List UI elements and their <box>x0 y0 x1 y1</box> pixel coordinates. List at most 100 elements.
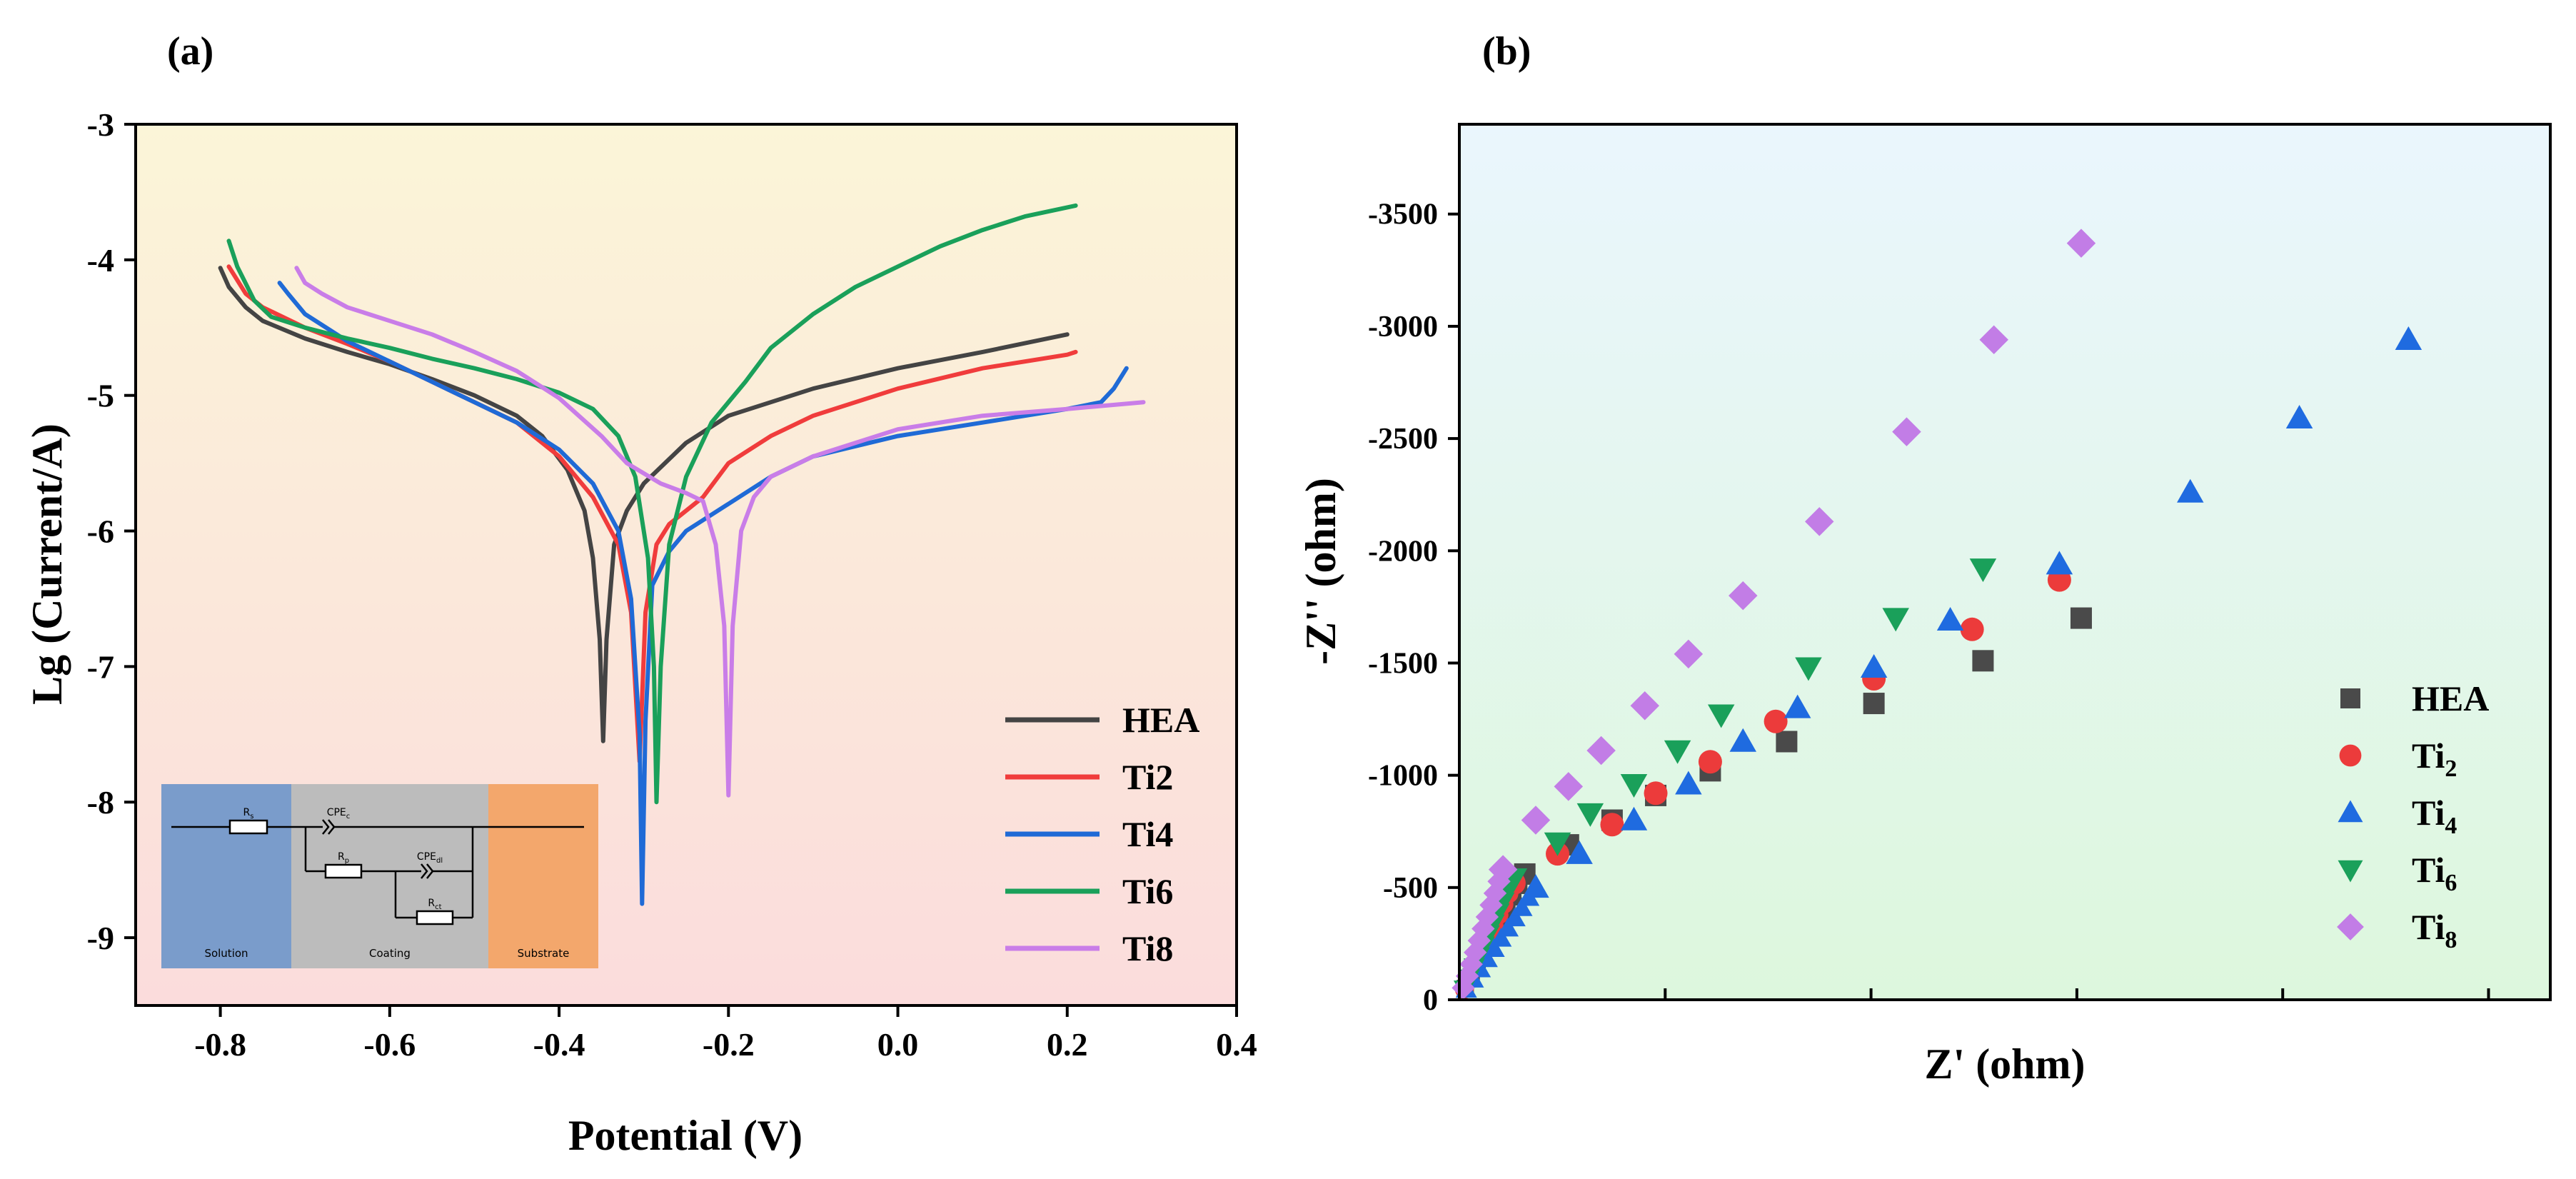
series-line-hea <box>218 266 1070 743</box>
data-point-ti4 <box>1936 606 1964 631</box>
legend-label-ti8: Ti8 <box>2412 907 2457 953</box>
panel-b-label: (b) <box>1482 29 1531 74</box>
y-tick-label-b: -3500 <box>1368 199 1438 231</box>
legend-label-ti2: Ti2 <box>1122 757 1173 797</box>
data-point-ti2 <box>1764 709 1788 733</box>
inset-coating-region <box>291 784 488 968</box>
equivalent-circuit-inset: Solution Coating Substrate <box>161 784 598 968</box>
legend-marker-ti6 <box>2338 860 2363 883</box>
data-point-ti2 <box>1960 617 1984 641</box>
data-point-ti4 <box>2395 326 2422 351</box>
inset-solution-region <box>161 784 291 968</box>
plot-b-y-ticks: 0 -500 -1000 -1500 -2000 -2500 -3000 -3500 <box>1368 199 1459 1017</box>
y-tick-label-b: 0 <box>1423 984 1438 1017</box>
y-tick-label-a: -9 <box>87 920 114 956</box>
data-point-ti8 <box>1804 507 1834 536</box>
inset-label-cpec: CPEc <box>327 807 351 821</box>
inset-label-rct: Rct <box>428 898 441 911</box>
inset-cpe-elements <box>322 819 434 879</box>
series-line-ti6 <box>226 203 1078 805</box>
legend-label-ti2: Ti2 <box>2412 736 2457 782</box>
series-line-ti4 <box>277 281 1129 906</box>
data-point-ti8 <box>1554 772 1584 801</box>
x-tick-label-a: 0.4 <box>1216 1026 1257 1063</box>
y-axis-title-b: -Z'' (ohm) <box>1297 478 1344 665</box>
plot-b-x-ticks <box>1664 988 2490 1000</box>
inset-coating-label: Coating <box>369 947 411 960</box>
plot-a-y-ticks: -3 -4 -5 -6 -7 -8 -9 <box>87 106 136 956</box>
y-tick-label-b: -1500 <box>1368 647 1438 680</box>
data-point-ti6 <box>1544 832 1571 856</box>
data-point-ti4 <box>1522 874 1549 898</box>
plot-a-x-ticks: -0.8 -0.6 -0.4 -0.2 0.0 0.2 0.4 <box>194 1005 1257 1063</box>
y-tick-label-a: -5 <box>87 378 114 414</box>
y-tick-label-b: -2500 <box>1368 423 1438 456</box>
y-tick-label-b: -3000 <box>1368 311 1438 343</box>
data-point-ti4 <box>2177 478 2204 503</box>
legend-marker-ti2 <box>2339 744 2362 767</box>
data-point-hea <box>1776 731 1798 753</box>
inset-circuit-wires <box>171 826 584 919</box>
inset-resistor-rp <box>324 863 363 879</box>
data-point-ti2 <box>1600 813 1624 837</box>
legend-b: HEA Ti2 Ti4 Ti6 Ti8 <box>2337 678 2489 953</box>
data-point-ti4 <box>2046 551 2073 575</box>
y-axis-title-a: Lg (Current/A) <box>24 423 71 705</box>
data-point-ti4 <box>1566 840 1593 864</box>
data-point-ti4 <box>1729 728 1757 752</box>
x-axis-title-a: Potential (V) <box>568 1112 803 1159</box>
data-point-ti8 <box>1464 940 1487 964</box>
data-point-ti8 <box>1979 325 2008 355</box>
inset-resistor-rs <box>228 819 268 835</box>
data-point-ti6 <box>1795 657 1822 681</box>
data-point-ti8 <box>1586 736 1616 766</box>
y-tick-label-a: -8 <box>87 784 114 821</box>
y-tick-label-b: -1000 <box>1368 760 1438 793</box>
data-point-ti8 <box>2066 229 2096 258</box>
data-point-ti6 <box>1707 704 1735 728</box>
data-point-ti8 <box>1488 855 1518 884</box>
y-tick-label-a: -4 <box>87 242 114 279</box>
inset-resistor-rct <box>416 910 454 925</box>
legend-label-ti8: Ti8 <box>1122 928 1173 968</box>
data-point-ti8 <box>1475 905 1499 929</box>
y-tick-label-a: -7 <box>87 648 114 685</box>
data-point-ti8 <box>1674 639 1704 669</box>
data-point-ti6 <box>1664 740 1691 764</box>
x-axis-title-b: Z' (ohm) <box>1925 1040 2086 1088</box>
data-point-ti8 <box>1521 806 1551 835</box>
x-tick-label-a: 0.0 <box>877 1026 919 1063</box>
series-line-ti8 <box>294 266 1146 798</box>
inset-substrate-region <box>488 784 598 968</box>
legend-label-hea: HEA <box>2412 678 2489 718</box>
data-point-ti4 <box>1675 771 1702 795</box>
inset-substrate-label: Substrate <box>518 947 570 960</box>
y-tick-label-a: -3 <box>87 106 114 143</box>
y-tick-label-b: -500 <box>1383 872 1438 905</box>
legend-label-ti4: Ti4 <box>2412 793 2457 839</box>
plot-a-series <box>218 203 1146 906</box>
panel-b: (b) 0-500-1000-1500-2000-2500-3000-3500 … <box>1297 29 2552 1088</box>
legend-label-ti4: Ti4 <box>1122 814 1173 854</box>
legend-label-ti6: Ti6 <box>1122 871 1173 911</box>
legend-label-ti6: Ti6 <box>2412 850 2457 896</box>
panel-a: (a) -0.8 -0.6 -0.4 -0.2 0.0 0.2 0.4 -3 -4 -5 -6 -7… <box>24 29 1257 1159</box>
x-tick-label-a: -0.8 <box>194 1026 246 1063</box>
data-point-ti8 <box>1892 417 1921 446</box>
plot-b-frame <box>1458 123 2552 1001</box>
y-tick-label-a: -6 <box>87 513 114 550</box>
inset-label-rp: Rp <box>338 851 349 865</box>
plot-b-series <box>1451 229 2422 1000</box>
data-point-ti8 <box>1483 881 1507 905</box>
data-point-ti4 <box>1483 938 1505 957</box>
inset-label-rs: Rs <box>243 807 254 821</box>
plot-a-frame <box>134 123 1238 1007</box>
data-point-ti6 <box>1882 608 1909 632</box>
panel-a-label: (a) <box>167 29 213 74</box>
data-point-ti4 <box>1620 806 1648 831</box>
data-point-ti2 <box>1644 781 1668 806</box>
inset-label-cpedl: CPEdl <box>417 851 443 865</box>
data-point-hea <box>1972 650 1994 672</box>
x-tick-label-a: -0.4 <box>533 1026 585 1063</box>
